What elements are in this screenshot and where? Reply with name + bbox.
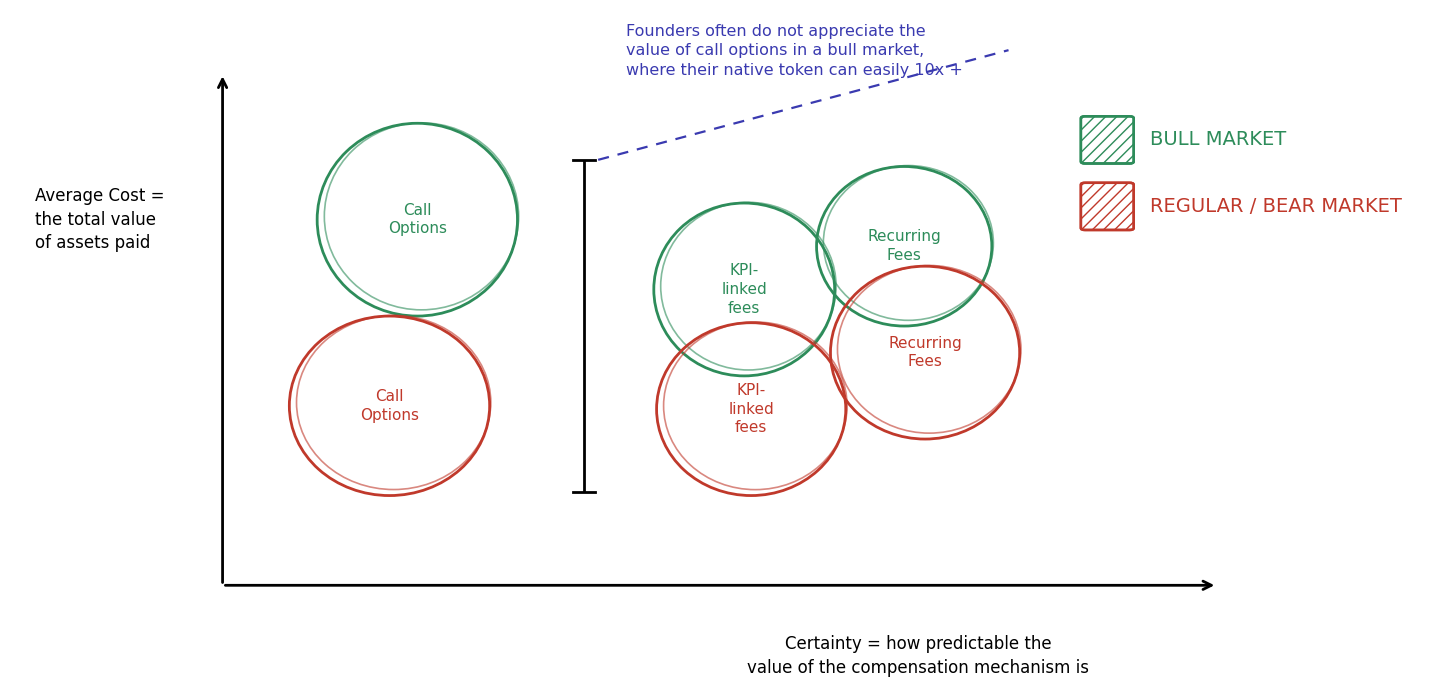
FancyBboxPatch shape [1080, 116, 1134, 164]
Text: Certainty = how predictable the
value of the compensation mechanism is: Certainty = how predictable the value of… [747, 635, 1089, 676]
FancyBboxPatch shape [1080, 183, 1134, 230]
Text: Founders often do not appreciate the
value of call options in a bull market,
whe: Founders often do not appreciate the val… [626, 23, 962, 78]
Text: Call
Options: Call Options [387, 203, 447, 236]
Text: BULL MARKET: BULL MARKET [1150, 131, 1287, 149]
Ellipse shape [817, 167, 992, 326]
Text: KPI-
linked
fees: KPI- linked fees [721, 263, 767, 316]
Ellipse shape [657, 323, 846, 495]
Ellipse shape [830, 266, 1019, 439]
Ellipse shape [290, 316, 489, 495]
Ellipse shape [654, 203, 834, 376]
Text: Average Cost =
the total value
of assets paid: Average Cost = the total value of assets… [35, 187, 165, 252]
Text: KPI-
linked
fees: KPI- linked fees [728, 383, 775, 435]
Ellipse shape [317, 123, 517, 316]
Text: REGULAR / BEAR MARKET: REGULAR / BEAR MARKET [1150, 197, 1402, 216]
Text: Recurring
Fees: Recurring Fees [868, 229, 941, 263]
Text: Call
Options: Call Options [360, 389, 419, 423]
Text: Recurring
Fees: Recurring Fees [888, 336, 962, 370]
